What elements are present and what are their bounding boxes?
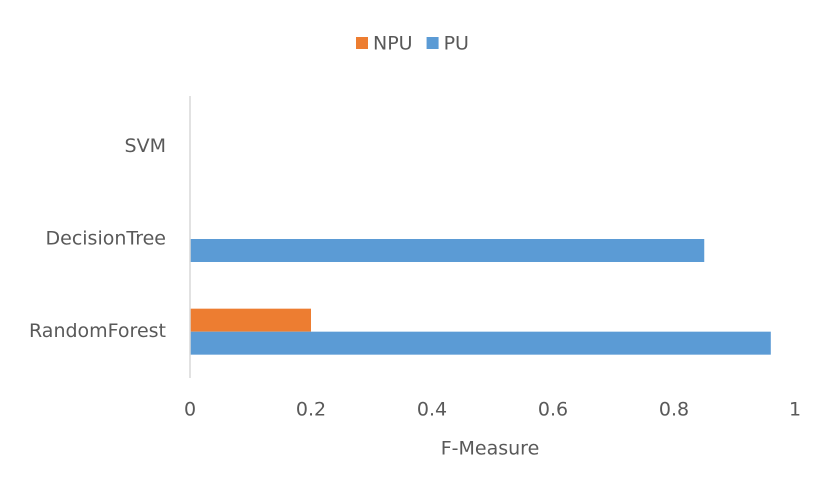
y-tick-label: RandomForest [29, 320, 166, 342]
bar [190, 331, 771, 355]
y-tick-label: SVM [125, 135, 166, 157]
bar [190, 308, 311, 332]
legend-swatch [426, 37, 439, 49]
y-tick-label: DecisionTree [46, 228, 166, 250]
x-tick-label: 0.8 [659, 399, 689, 421]
legend-label: NPU [373, 33, 413, 55]
legend-label: PU [444, 33, 469, 55]
legend-swatch [356, 37, 368, 49]
x-tick-label: 0.4 [417, 399, 447, 421]
x-tick-label: 1 [789, 399, 801, 421]
x-axis-title: F-Measure [441, 438, 540, 460]
x-tick-label: 0.6 [538, 399, 568, 421]
x-tick-label: 0 [184, 399, 196, 421]
x-tick-label: 0.2 [296, 399, 326, 421]
bar [190, 239, 705, 262]
